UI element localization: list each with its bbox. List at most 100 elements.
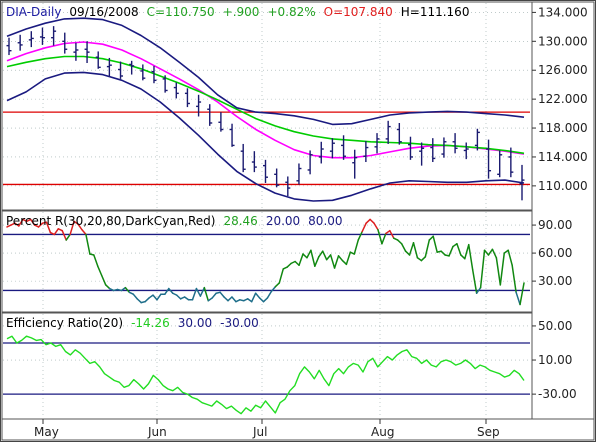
percent-r-segment: [152, 294, 158, 301]
price-bar: [151, 65, 157, 84]
y-tick-label: 10.00: [538, 353, 572, 367]
percent-r-segment: [18, 218, 24, 227]
panel-title: DIA-Daily 09/16/2008 C=110.750 +.900 +0.82% O…: [6, 5, 469, 19]
percent-r-segment: [460, 254, 466, 260]
price-bar: [396, 122, 402, 145]
percent-r-segment: [73, 220, 79, 225]
percent-r-segment: [381, 232, 387, 245]
percent-r-segment: [183, 296, 190, 301]
percent-r-segment: [306, 249, 312, 259]
price-bar: [430, 138, 436, 163]
percent-r-segment: [377, 228, 383, 245]
price-bar: [73, 42, 79, 61]
percent-r-segment: [440, 250, 446, 256]
title-part: -30.00: [220, 316, 259, 330]
percent-r-segment: [412, 242, 419, 259]
price-bar: [307, 150, 313, 175]
percent-r-segment: [325, 254, 332, 261]
price-bar: [251, 151, 257, 173]
title-part: 20.00: [266, 214, 300, 228]
y-tick-label: 114.000: [538, 150, 588, 164]
x-tick-label: Jun: [147, 425, 167, 439]
percent-r-segment: [456, 243, 462, 256]
efficiency-ratio-panel: [1, 312, 533, 420]
price-bar: [129, 60, 135, 75]
price-bar: [95, 51, 101, 69]
x-tick-label: Jul: [252, 425, 267, 439]
price-bar: [62, 32, 68, 54]
percent-r-segment: [104, 284, 111, 290]
percent-r-segment: [254, 292, 261, 299]
percent-r-segment: [219, 291, 225, 298]
y-tick-label: 110.000: [538, 179, 588, 193]
percent-r-segment: [333, 255, 340, 269]
price-band-line: [6, 55, 525, 155]
percent-r-segment: [266, 290, 273, 299]
percent-r-segment: [37, 222, 44, 228]
percent-r-segment: [310, 249, 316, 267]
title-part: O=107.840: [324, 5, 393, 19]
x-tick-label: Aug: [371, 425, 394, 439]
percent-r-panel: [1, 210, 533, 313]
title-part: 80.00: [308, 214, 342, 228]
percent-r-segment: [124, 286, 131, 294]
title-part: Percent R(30,20,80,DarkCyan,Red): [6, 214, 215, 228]
price-bar: [285, 176, 291, 196]
price-bar: [196, 94, 202, 117]
percent-r-segment: [207, 297, 213, 302]
percent-r-segment: [148, 294, 154, 299]
price-bar: [329, 138, 335, 159]
percent-r-segment: [314, 256, 320, 267]
percent-r-segment: [471, 269, 478, 295]
percent-r-segment: [464, 243, 470, 260]
price-bar: [385, 120, 391, 144]
percent-r-segment: [164, 287, 170, 295]
price-bar: [229, 123, 235, 147]
percent-r-segment: [475, 286, 482, 295]
y-tick-label: 134.000: [538, 5, 588, 19]
percent-r-segment: [341, 259, 348, 266]
percent-r-segment: [385, 229, 391, 235]
price-bar: [28, 31, 34, 48]
percent-r-segment: [400, 243, 407, 252]
percent-r-segment: [227, 296, 233, 302]
percent-r-segment: [373, 222, 379, 231]
price-bar: [162, 75, 168, 93]
y-tick-label: -30.00: [538, 387, 577, 401]
price-bar: [318, 141, 324, 164]
percent-r-segment: [77, 223, 83, 231]
price-bar: [441, 137, 447, 158]
percent-r-segment: [274, 282, 281, 288]
percent-r-segment: [491, 248, 498, 259]
percent-r-segment: [318, 250, 324, 258]
price-bar: [407, 136, 413, 160]
price-bar: [486, 139, 492, 179]
price-bar: [6, 37, 12, 56]
percent-r-segment: [479, 249, 486, 289]
percent-r-segment: [396, 239, 403, 245]
percent-r-segment: [507, 249, 513, 266]
percent-r-segment: [519, 282, 525, 306]
percent-r-segment: [452, 243, 458, 248]
price-bar: [51, 26, 57, 46]
title-part: -14.26: [131, 316, 170, 330]
percent-r-segment: [14, 222, 20, 227]
price-bar: [497, 150, 503, 178]
percent-r-segment: [499, 252, 506, 286]
title-part: +.900: [223, 5, 260, 19]
percent-r-segment: [353, 239, 359, 255]
price-bar: [173, 82, 179, 99]
percent-r-segment: [278, 268, 285, 284]
title-part: 30.00: [178, 316, 212, 330]
percent-r-segment: [286, 262, 292, 268]
percent-r-segment: [389, 229, 395, 239]
percent-r-segment: [45, 221, 52, 234]
price-bar: [519, 164, 525, 201]
title-part: 28.46: [223, 214, 257, 228]
efficiency-ratio-line: [6, 335, 525, 415]
percent-r-segment: [483, 249, 490, 256]
percent-r-segment: [258, 297, 265, 303]
price-bar: [39, 27, 45, 45]
title-part: DIA-Daily: [6, 5, 61, 19]
